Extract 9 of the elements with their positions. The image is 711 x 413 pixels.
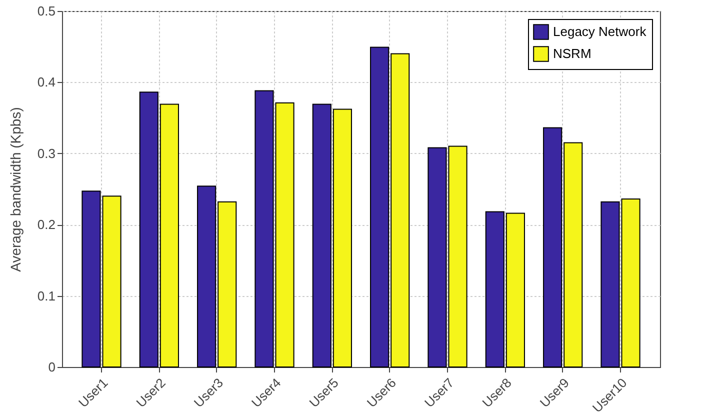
y-tick-label: 0.3 <box>37 146 56 161</box>
y-tick-label: 0.4 <box>37 74 56 90</box>
y-tick-label: 0.5 <box>37 4 56 18</box>
legend-label: NSRM <box>553 46 592 61</box>
y-tick-label: 0.1 <box>37 288 56 304</box>
y-tick-label: 0 <box>48 360 56 374</box>
y-tick-label: 0.2 <box>37 217 56 232</box>
y-axis-title: Average bandwidth (Kpbs) <box>7 107 24 272</box>
legend-label: Legacy Network <box>553 24 647 39</box>
